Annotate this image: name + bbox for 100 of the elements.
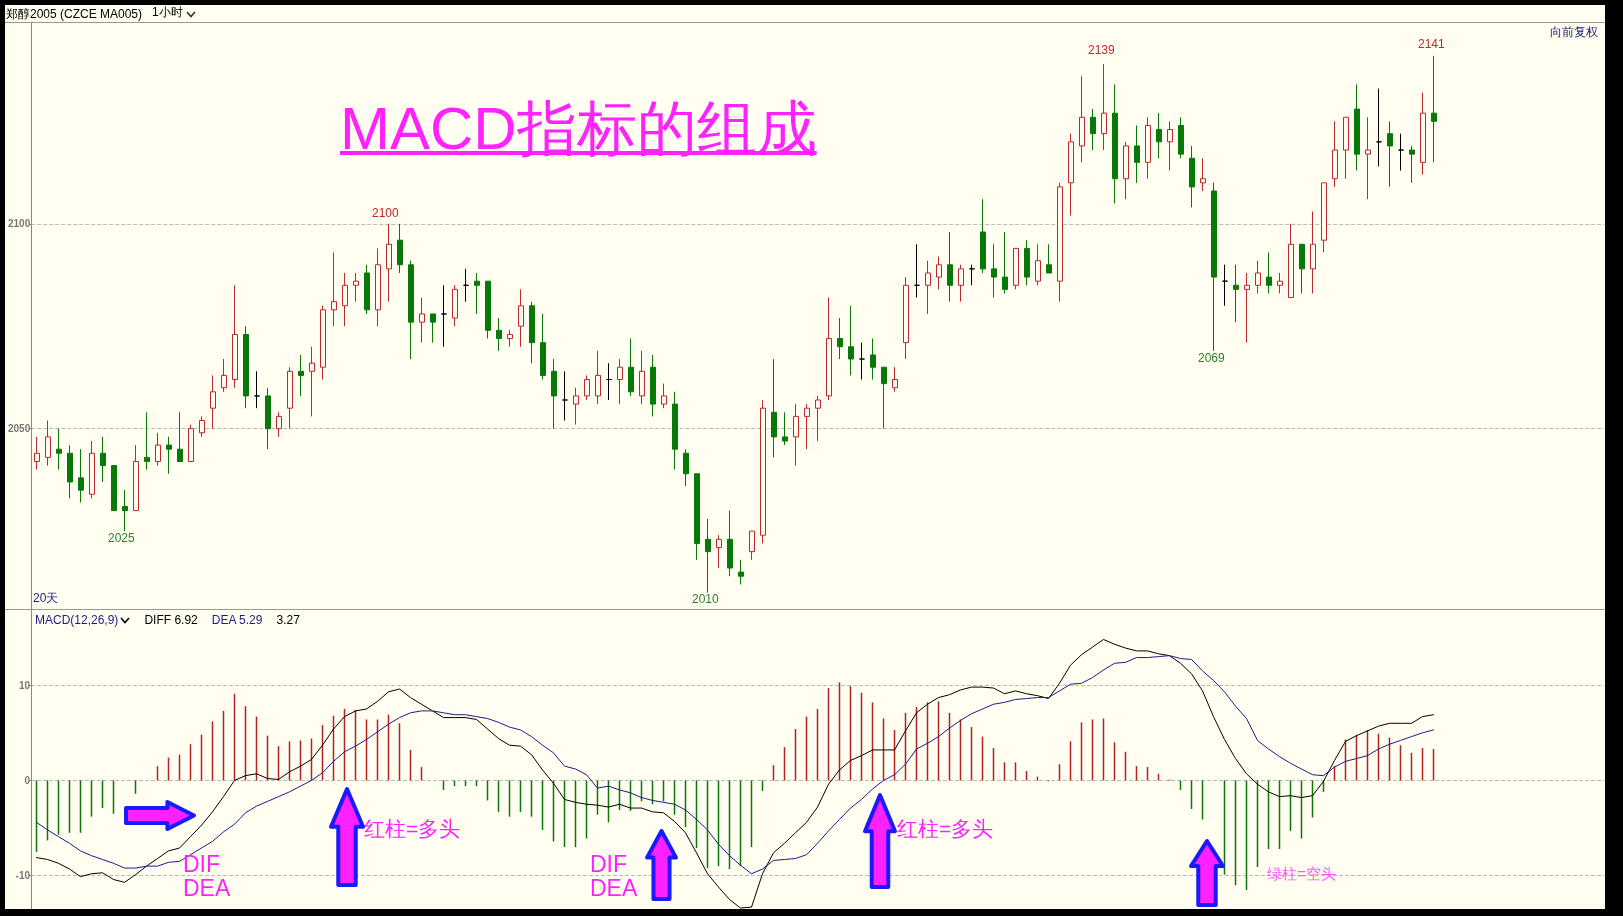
- candlestick: [573, 387, 579, 426]
- candlestick: [1167, 120, 1173, 172]
- candlestick: [430, 313, 436, 344]
- candlestick: [826, 297, 832, 401]
- annotation: 2025: [108, 531, 135, 545]
- candlestick: [1035, 243, 1041, 286]
- candlestick: [67, 444, 73, 499]
- candlestick: [628, 338, 634, 397]
- candlestick: [441, 284, 447, 348]
- legend-label: DIFF: [144, 613, 172, 627]
- candlestick: [1310, 211, 1316, 294]
- candlestick: [980, 198, 986, 274]
- annotation: 20天: [33, 591, 59, 605]
- candlestick: [925, 260, 931, 315]
- candlestick: [1244, 272, 1250, 344]
- candlestick: [1288, 223, 1294, 299]
- candlestick: [1222, 264, 1228, 307]
- annotation: 2069: [1198, 351, 1225, 365]
- candlestick: [749, 530, 755, 561]
- candlestick: [859, 342, 865, 381]
- candlestick: [848, 305, 854, 376]
- candlestick: [661, 383, 667, 409]
- y-tick-label: 2050: [8, 423, 31, 435]
- candlestick: [1178, 116, 1184, 159]
- candlestick: [463, 268, 469, 303]
- candlestick: [551, 358, 557, 430]
- annotation: 2010: [692, 592, 719, 606]
- candlestick: [1376, 88, 1382, 167]
- candlestick: [122, 489, 128, 532]
- candlestick: [111, 465, 117, 512]
- candlestick: [1002, 231, 1008, 294]
- candlestick: [837, 317, 843, 360]
- candlestick: [419, 297, 425, 344]
- candlestick: [45, 420, 51, 467]
- y-tick-label: 0: [24, 774, 31, 786]
- candlestick: [1090, 108, 1096, 151]
- candlestick: [1211, 182, 1217, 352]
- candlestick: [617, 358, 623, 405]
- candlestick: [485, 280, 491, 340]
- candlestick: [529, 301, 535, 364]
- candlestick: [639, 350, 645, 405]
- candlestick: [298, 354, 304, 397]
- candlestick: [1332, 120, 1338, 188]
- candlestick: [1112, 83, 1118, 204]
- candlestick: [936, 256, 942, 290]
- candlestick: [1354, 83, 1360, 172]
- candlestick: [1266, 251, 1272, 294]
- candlestick: [804, 403, 810, 450]
- candlestick: [595, 350, 601, 405]
- candlestick: [1068, 133, 1074, 217]
- annotation: 红柱=多头: [897, 817, 994, 841]
- candlestick: [364, 264, 370, 315]
- candlestick: [518, 288, 524, 348]
- y-tick-label: 10: [18, 679, 31, 691]
- candlestick: [1365, 116, 1371, 200]
- candlestick: [760, 399, 766, 544]
- candlestick: [1255, 260, 1261, 294]
- candlestick: [34, 436, 40, 471]
- candlestick: [969, 264, 975, 286]
- candlestick: [1387, 120, 1393, 188]
- candlestick: [881, 366, 887, 430]
- candlestick: [199, 415, 205, 438]
- candlestick: [210, 374, 216, 430]
- text: MACD指标的组成: [340, 95, 817, 162]
- line-series: [36, 638, 1434, 909]
- candlestick: [221, 358, 227, 393]
- candlestick: [342, 272, 348, 327]
- candlestick: [1343, 116, 1349, 180]
- candlestick: [320, 305, 326, 381]
- candlestick: [243, 325, 249, 409]
- candlestick: [254, 370, 260, 409]
- candlestick: [265, 387, 271, 450]
- candlestick: [177, 411, 183, 462]
- candlestick: [496, 317, 502, 352]
- candlestick: [397, 223, 403, 274]
- candlestick: [672, 391, 678, 471]
- text: 1小时: [152, 5, 183, 19]
- candlestick: [78, 448, 84, 503]
- candlestick: [1156, 112, 1162, 159]
- candlestick: [1431, 55, 1437, 163]
- candlestick: [562, 370, 568, 421]
- candlestick: [606, 362, 612, 401]
- candlestick: [540, 313, 546, 381]
- candlestick: [793, 403, 799, 467]
- candlestick: [166, 436, 172, 475]
- candlestick: [1013, 247, 1019, 290]
- candlestick: [815, 395, 821, 442]
- candlestick: [705, 518, 711, 594]
- y-tick-label: -10: [15, 870, 31, 882]
- candlestick: [155, 432, 161, 467]
- candlestick: [683, 448, 689, 487]
- candlestick: [353, 272, 359, 303]
- candlestick: [958, 264, 964, 303]
- annotation: 3.27: [276, 613, 300, 627]
- candlestick: [89, 440, 95, 499]
- candlestick: [1057, 182, 1063, 303]
- candlestick: [507, 329, 513, 348]
- text: 向前复权: [1550, 25, 1598, 39]
- chart-title: MACD(12,26,9): [35, 613, 119, 627]
- candlestick: [100, 436, 106, 483]
